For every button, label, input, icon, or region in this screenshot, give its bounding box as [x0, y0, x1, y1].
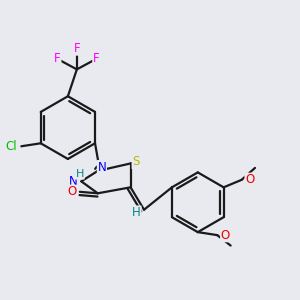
Text: O: O — [67, 185, 76, 198]
Text: Cl: Cl — [5, 140, 17, 153]
Text: O: O — [245, 173, 254, 186]
Text: N: N — [69, 175, 78, 188]
Text: F: F — [54, 52, 61, 65]
Text: S: S — [132, 155, 140, 168]
Text: F: F — [93, 52, 100, 65]
Text: O: O — [221, 229, 230, 242]
Text: F: F — [74, 42, 80, 55]
Text: H: H — [76, 169, 84, 179]
Text: H: H — [132, 206, 141, 219]
Text: N: N — [98, 161, 106, 174]
